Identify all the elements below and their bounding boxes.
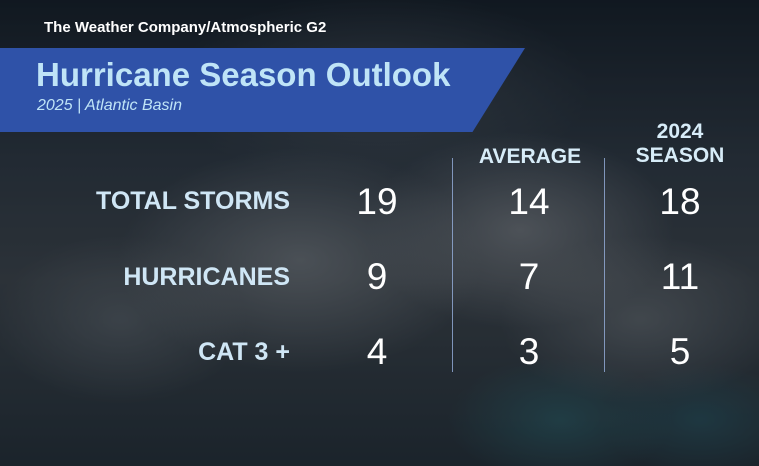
value-total-storms-average: 14 — [508, 181, 550, 222]
value-total-storms-2024: 18 — [659, 181, 701, 222]
row-label-cat3: CAT 3 + — [198, 338, 290, 366]
page-title: Hurricane Season Outlook — [36, 56, 451, 93]
value-cat3-2025: 4 — [366, 331, 388, 372]
value-hurricanes-2024: 11 — [660, 256, 700, 297]
column-divider-left — [452, 158, 453, 372]
row-label-total-storms: TOTAL STORMS — [96, 187, 290, 215]
title-banner — [0, 48, 525, 132]
column-header-2024-season: 2024 SEASON — [635, 120, 725, 167]
column-divider-right — [604, 158, 605, 372]
page-subtitle: 2025 | Atlantic Basin — [37, 97, 182, 114]
value-cat3-2024: 5 — [669, 331, 691, 372]
value-hurricanes-2025: 9 — [366, 256, 388, 297]
value-hurricanes-average: 7 — [518, 256, 540, 297]
source-credit: The Weather Company/Atmospheric G2 — [44, 19, 327, 36]
row-label-hurricanes: HURRICANES — [123, 263, 290, 291]
column-header-average: AVERAGE — [478, 145, 582, 168]
value-total-storms-2025: 19 — [356, 181, 398, 222]
value-cat3-average: 3 — [518, 331, 540, 372]
